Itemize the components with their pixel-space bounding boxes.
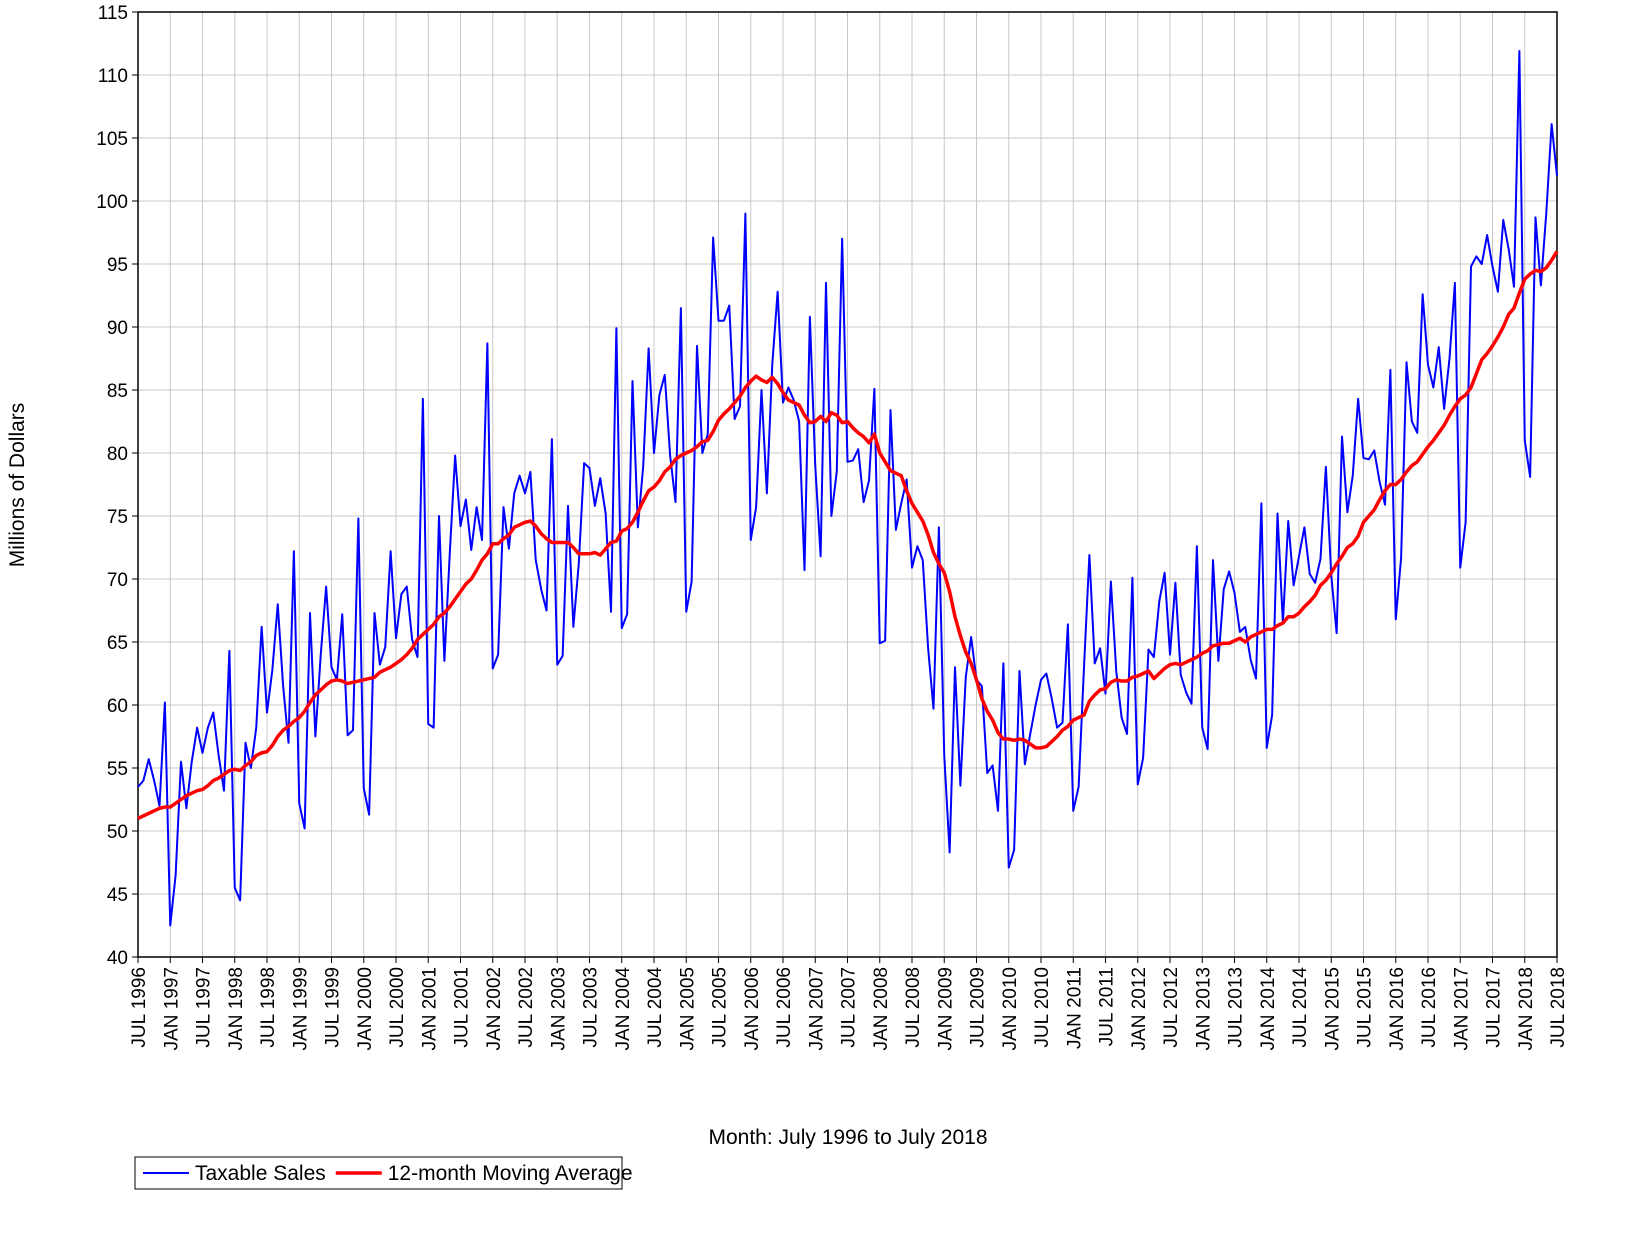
x-tick-label: JAN 2017: [1451, 967, 1472, 1050]
y-axis-title: Millions of Dollars: [6, 403, 29, 568]
y-tick-label: 105: [96, 129, 128, 150]
x-tick-label: JAN 2009: [935, 967, 956, 1050]
y-tick-label: 60: [107, 696, 128, 717]
x-tick-label: JUL 2015: [1355, 967, 1376, 1048]
y-tick-label: 85: [107, 381, 128, 402]
y-tick-label: 95: [107, 255, 128, 276]
y-tick-label: 90: [107, 318, 128, 339]
y-tick-label: 80: [107, 444, 128, 465]
x-tick-label: JAN 2013: [1193, 967, 1214, 1050]
x-tick-label: JUL 2018: [1548, 967, 1569, 1048]
x-tick-label: JUL 2002: [516, 967, 537, 1048]
x-tick-label: JUL 2016: [1419, 967, 1440, 1048]
legend-label: Taxable Sales: [195, 1162, 326, 1185]
y-tick-label: 65: [107, 633, 128, 654]
x-tick-label: JAN 2008: [871, 967, 892, 1050]
x-tick-label: JAN 2003: [548, 967, 569, 1050]
x-tick-label: JUL 2011: [1097, 967, 1118, 1046]
x-tick-label: JUL 2008: [903, 967, 924, 1048]
x-tick-label: JUL 1996: [129, 967, 150, 1048]
legend-label: 12-month Moving Average: [388, 1162, 633, 1185]
x-tick-label: JAN 2015: [1322, 967, 1343, 1050]
x-tick-label: JUL 1998: [258, 967, 279, 1048]
x-tick-label: JAN 1997: [161, 967, 182, 1050]
x-tick-label: JAN 2014: [1258, 967, 1279, 1051]
y-tick-label: 115: [98, 3, 128, 24]
x-tick-label: JUL 1997: [194, 967, 215, 1048]
x-tick-label: JUL 2017: [1484, 967, 1505, 1048]
y-tick-label: 100: [96, 192, 128, 213]
x-tick-label: JAN 2011: [1064, 967, 1085, 1049]
x-tick-label: JUL 2003: [581, 967, 602, 1048]
plot-frame: [137, 11, 1558, 958]
x-tick-label: JUL 2010: [1032, 967, 1053, 1048]
x-tick-label: JUL 2004: [645, 967, 666, 1048]
y-tick-label: 45: [107, 885, 128, 906]
series-line: [137, 50, 1558, 927]
legend: Taxable Sales 12-month Moving Average: [134, 1156, 633, 1190]
x-tick-label: JAN 1999: [290, 967, 311, 1050]
x-tick-label: JUL 2013: [1226, 967, 1247, 1048]
x-tick-label: JAN 2001: [419, 967, 440, 1050]
x-tick-label: JUL 2001: [452, 967, 473, 1048]
x-tick-label: JUL 2000: [387, 967, 408, 1048]
y-tick-label: 40: [107, 948, 128, 969]
x-tick-label: JAN 2010: [1000, 967, 1021, 1050]
x-tick-label: JUL 2006: [774, 967, 795, 1048]
x-tick-label: JUL 1999: [323, 967, 344, 1048]
x-tick-label: JAN 2012: [1129, 967, 1150, 1050]
x-tick-label: JUL 2014: [1290, 967, 1311, 1048]
x-tick-label: JUL 2009: [968, 967, 989, 1048]
x-axis-title: Month: July 1996 to July 2018: [708, 1126, 987, 1149]
x-tick-label: JAN 1998: [226, 967, 247, 1050]
y-tick-label: 75: [107, 507, 128, 528]
y-tick-label: 50: [107, 822, 128, 843]
y-tick-label: 70: [107, 570, 128, 591]
x-tick-label: JAN 2004: [613, 967, 634, 1051]
x-tick-label: JAN 2018: [1516, 967, 1537, 1050]
x-tick-label: JAN 2016: [1387, 967, 1408, 1050]
x-tick-label: JAN 2007: [806, 967, 827, 1050]
x-tick-label: JUL 2012: [1161, 967, 1182, 1048]
x-tick-label: JAN 2002: [484, 967, 505, 1050]
x-tick-label: JAN 2006: [742, 967, 763, 1050]
x-tick-label: JUL 2005: [710, 967, 731, 1048]
x-tick-label: JUL 2007: [839, 967, 860, 1048]
y-tick-label: 55: [107, 759, 128, 780]
x-tick-label: JAN 2005: [677, 967, 698, 1050]
series-line: [137, 250, 1559, 820]
x-tick-label: JAN 2000: [355, 967, 376, 1050]
y-tick-label: 110: [98, 66, 128, 87]
